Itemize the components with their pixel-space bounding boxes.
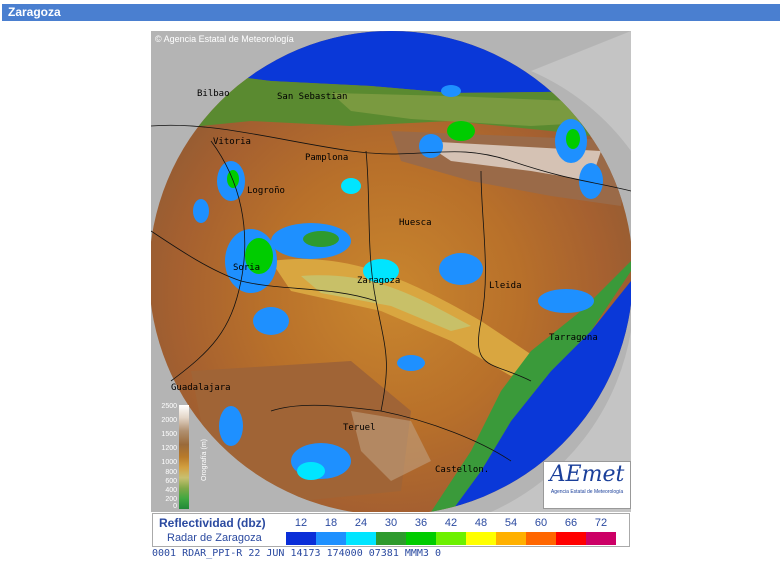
city-label: Bilbao [197,89,230,99]
legend-swatch [556,532,586,545]
orography-level: 600 [165,478,177,485]
city-label: Zaragoza [357,276,401,286]
terrain-layer [151,31,631,512]
legend-swatch [316,532,346,545]
city-label: Castellon. [435,465,490,475]
legend-value: 42 [444,517,458,529]
legend-value: 48 [474,517,488,529]
legend-swatch [466,532,496,545]
legend-value: 18 [324,517,338,529]
city-label: Vitoria [213,137,251,147]
orography-level: 1500 [161,431,177,438]
legend-value: 30 [384,517,398,529]
window-title: Zaragoza [8,5,61,19]
legend-value: 24 [354,517,368,529]
orography-scale: 2500 2000 1500 1200 1000 800 600 400 200… [155,401,208,510]
city-label: Guadalajara [171,383,231,393]
legend-swatch [346,532,376,545]
orography-level: 800 [165,469,177,476]
city-label: Pamplona [305,153,349,163]
orography-level: 1000 [161,459,177,466]
legend-value: 12 [294,517,308,529]
legend-swatch [406,532,436,545]
city-label: Huesca [399,218,432,228]
reflectivity-legend: Reflectividad (dbz) Radar de Zaragoza 12… [152,513,630,547]
orography-level: 1200 [161,445,177,452]
orography-level: 200 [165,496,177,503]
copyright-icon: © [155,34,162,44]
copyright-notice: © Agencia Estatal de Meteorología [155,34,294,44]
legend-swatch [286,532,316,545]
legend-swatch [376,532,406,545]
aemet-logo-subtitle: Agencia Estatal de Meteorología [550,489,624,495]
orography-level: 2500 [161,403,177,410]
aemet-logo-text: AEmet [549,462,625,487]
copyright-text: Agencia Estatal de Meteorología [163,34,294,44]
legend-swatch [496,532,526,545]
legend-swatch [436,532,466,545]
legend-value: 72 [594,517,608,529]
window-title-bar: Zaragoza [2,4,780,21]
radar-status-line: 0001 RDAR_PPI-R 22 JUN 14173 174000 0738… [152,548,630,560]
city-label: Tarragona [549,333,598,343]
city-label: San Sebastian [277,92,348,102]
legend-swatch [586,532,616,545]
city-label: Teruel [343,423,376,433]
orography-level: 0 [173,503,177,510]
legend-title: Reflectividad (dbz) [159,516,266,530]
orography-title: Orografía (m) [201,438,208,481]
radar-map: © Agencia Estatal de Meteorología Bilbao… [151,31,631,512]
legend-value: 36 [414,517,428,529]
aemet-logo: AEmet Agencia Estatal de Meteorología [543,461,631,509]
legend-value: 60 [534,517,548,529]
orography-colorbar [179,405,189,509]
city-label: Logroño [247,186,285,196]
orography-level: 400 [165,487,177,494]
city-label: Lleida [489,281,522,291]
city-label: Soria [233,263,261,273]
legend-swatch [526,532,556,545]
legend-value: 54 [504,517,518,529]
legend-subtitle: Radar de Zaragoza [167,532,262,544]
orography-level: 2000 [161,417,177,424]
status-text: 0001 RDAR_PPI-R 22 JUN 14173 174000 0738… [152,548,441,559]
legend-value: 66 [564,517,578,529]
